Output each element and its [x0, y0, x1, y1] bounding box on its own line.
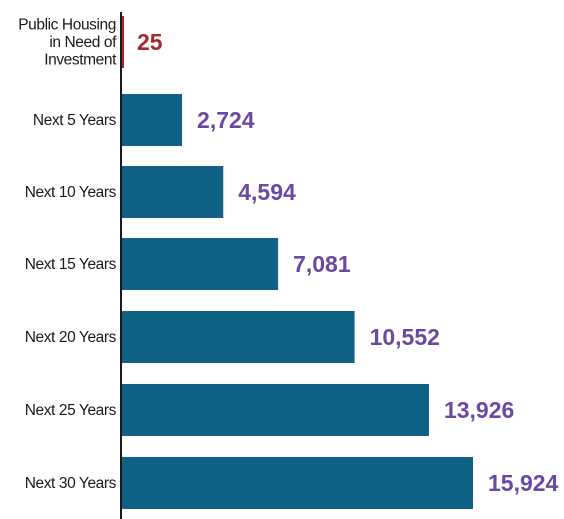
- bar-next-30-years: [122, 457, 473, 509]
- value-label-next-20-years: 10,552: [370, 324, 440, 350]
- value-label-next-15-years: 7,081: [293, 251, 351, 277]
- category-label-public-housing-line-2: in Need of: [49, 34, 117, 51]
- bar-next-15-years: [122, 238, 279, 290]
- category-label-next-10-years: Next 10 Years: [25, 184, 117, 201]
- category-label-next-25-years: Next 25 Years: [25, 402, 117, 419]
- value-labels-group: 25 2,724 4,594 7,081 10,552 13,926 15,924: [137, 29, 559, 496]
- category-label-next-30-years: Next 30 Years: [25, 475, 117, 492]
- category-label-next-15-years: Next 15 Years: [25, 256, 117, 273]
- bar-public-housing: [122, 16, 124, 68]
- category-label-public-housing-line-1: Public Housing: [18, 17, 116, 34]
- value-label-next-5-years: 2,724: [197, 107, 255, 133]
- category-label-next-5-years: Next 5 Years: [33, 112, 117, 129]
- value-label-public-housing: 25: [137, 29, 163, 55]
- bar-next-20-years: [122, 311, 355, 363]
- value-label-next-25-years: 13,926: [444, 397, 514, 423]
- value-label-next-10-years: 4,594: [238, 179, 296, 205]
- value-label-next-30-years: 15,924: [488, 470, 559, 496]
- bar-next-10-years: [122, 166, 224, 218]
- bar-next-25-years: [122, 384, 429, 436]
- bar-next-5-years: [122, 94, 183, 146]
- bars-group: [122, 16, 473, 509]
- category-label-next-20-years: Next 20 Years: [25, 329, 117, 346]
- category-label-public-housing-line-3: Investment: [44, 52, 117, 69]
